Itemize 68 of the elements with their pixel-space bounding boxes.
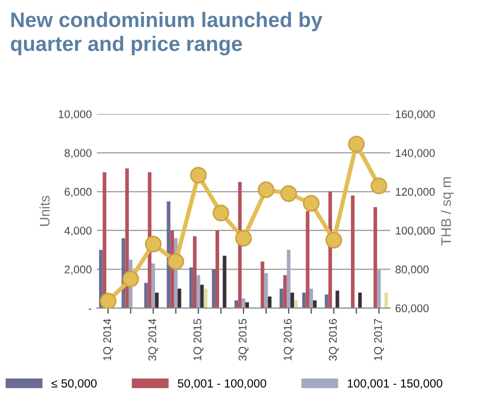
bar bbox=[302, 292, 306, 308]
bar bbox=[306, 211, 310, 308]
bar bbox=[192, 236, 197, 308]
bar bbox=[377, 269, 381, 308]
y2-tick-label: 60,000 bbox=[396, 304, 429, 314]
legend-label: 100,001 - 150,000 bbox=[348, 379, 442, 389]
y-tick-label: 2,000 bbox=[64, 266, 92, 275]
bar bbox=[178, 288, 182, 308]
point bbox=[235, 230, 252, 247]
y-axis-title: Units bbox=[39, 196, 50, 226]
bar bbox=[324, 294, 328, 308]
bar bbox=[216, 230, 220, 308]
bar bbox=[260, 262, 264, 308]
point bbox=[212, 204, 230, 222]
point bbox=[280, 185, 297, 202]
point bbox=[258, 181, 274, 198]
y2-tick-label: 120,000 bbox=[396, 188, 435, 198]
x-tick-label: 3Q 2015 bbox=[238, 318, 248, 361]
bar bbox=[290, 292, 294, 308]
bar bbox=[144, 282, 148, 308]
bar bbox=[286, 250, 290, 308]
x-tick-label: 1Q 2014 bbox=[103, 318, 114, 360]
legend-label: 50,001 - 100,000 bbox=[178, 379, 266, 389]
bar bbox=[189, 267, 193, 308]
bar bbox=[309, 288, 314, 308]
y-tick-label: - bbox=[88, 308, 92, 310]
bar bbox=[200, 284, 204, 308]
bar bbox=[204, 288, 208, 308]
y-tick-label: 10,000 bbox=[58, 110, 92, 120]
bar bbox=[222, 256, 226, 308]
y-tick-label: 4,000 bbox=[64, 226, 92, 236]
point bbox=[190, 166, 207, 184]
y-tick-label: 6,000 bbox=[64, 188, 92, 198]
x-tick-label: 1Q 2016 bbox=[284, 318, 294, 360]
point bbox=[325, 232, 342, 249]
x-tick-label: 1Q 2015 bbox=[193, 318, 204, 360]
y2-tick-label: 140,000 bbox=[396, 149, 435, 158]
point bbox=[122, 270, 139, 288]
bar bbox=[151, 263, 156, 308]
point bbox=[348, 136, 365, 152]
x-tick-label: 3Q 2014 bbox=[148, 318, 158, 361]
y2-tick-label: 100,000 bbox=[396, 226, 435, 236]
point bbox=[167, 253, 184, 270]
bar bbox=[283, 275, 287, 308]
y-tick-label: 8,000 bbox=[64, 149, 92, 158]
bar bbox=[350, 196, 355, 308]
bar bbox=[358, 292, 362, 308]
y2-tick-label: 80,000 bbox=[396, 266, 429, 275]
point bbox=[100, 292, 116, 308]
x-tick-label: 1Q 2017 bbox=[374, 319, 384, 360]
bar bbox=[384, 292, 388, 308]
bar bbox=[196, 275, 200, 308]
x-tick-label: 3Q 2016 bbox=[328, 318, 339, 361]
bar bbox=[268, 296, 272, 308]
bar bbox=[264, 273, 268, 308]
point bbox=[302, 194, 320, 212]
bar bbox=[374, 207, 378, 308]
bar bbox=[155, 292, 159, 308]
bar bbox=[336, 290, 340, 308]
point bbox=[370, 178, 388, 194]
point bbox=[144, 236, 162, 252]
chart-title: New condominium launched by quarter and price range bbox=[10, 12, 322, 56]
bar bbox=[280, 288, 284, 308]
y2-tick-label: 160,000 bbox=[396, 110, 435, 120]
bar bbox=[212, 269, 216, 308]
y2-axis-title: THB / sq m bbox=[440, 177, 454, 246]
legend-label: ≤ 50,000 bbox=[52, 379, 97, 389]
bar bbox=[242, 298, 246, 308]
